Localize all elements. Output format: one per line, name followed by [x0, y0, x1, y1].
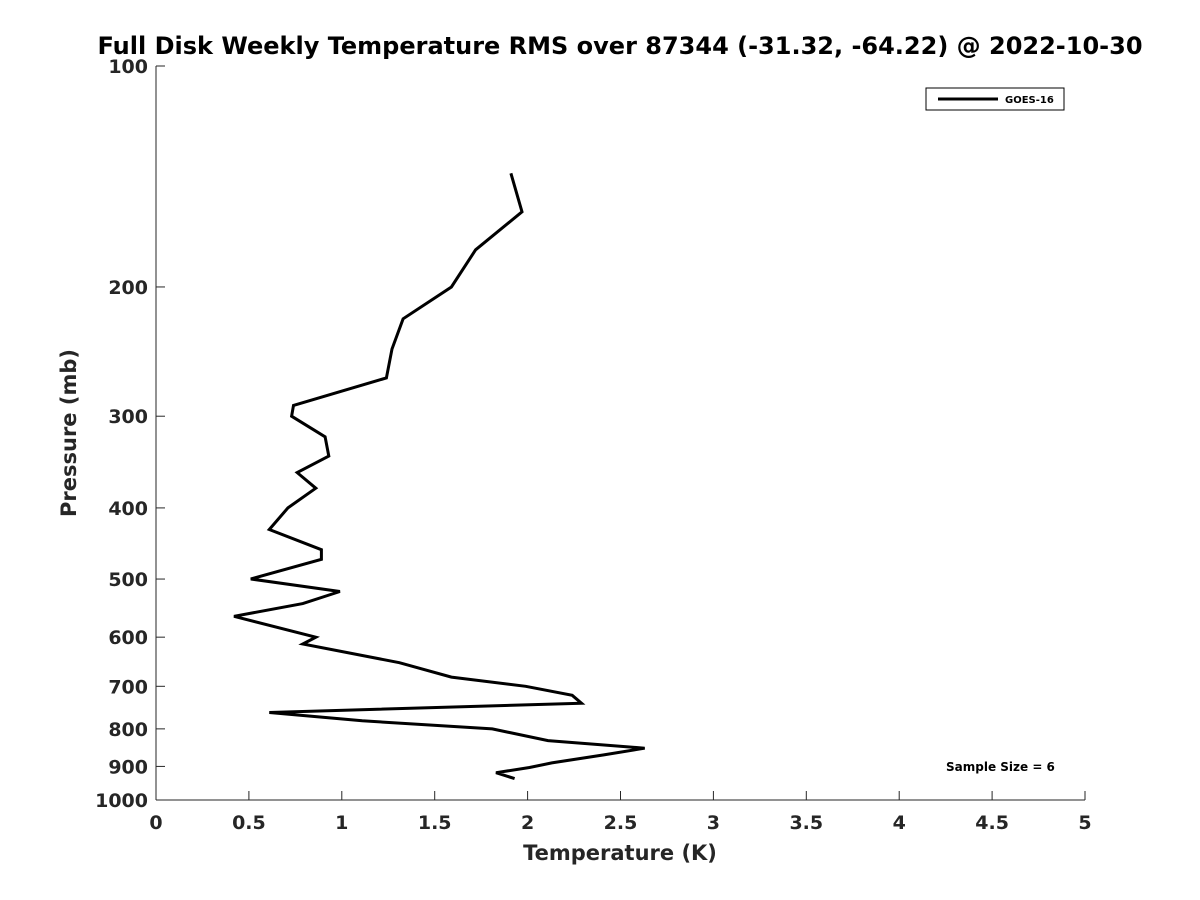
x-tick-label: 4	[893, 812, 906, 834]
y-tick-label: 400	[108, 498, 148, 520]
series-line-goes-16	[233, 172, 645, 781]
x-tick-label: 1.5	[418, 812, 452, 834]
x-ticks: 0 0.5 1 1.5 2 2.5 3 3.5 4 4.5 5	[149, 791, 1092, 834]
x-tick-label: 3	[707, 812, 720, 834]
x-tick-label: 0	[149, 812, 162, 834]
x-tick-label: 5	[1078, 812, 1091, 834]
y-tick-label: 700	[108, 676, 148, 698]
y-tick-label: 300	[108, 406, 148, 428]
y-axis-label: Pressure (mb)	[57, 349, 81, 517]
y-tick-label: 100	[108, 56, 148, 78]
y-tick-label: 1000	[95, 790, 148, 812]
y-tick-label: 800	[108, 719, 148, 741]
x-axis-label: Temperature (K)	[523, 841, 717, 865]
y-tick-label: 200	[108, 277, 148, 299]
axes	[155, 66, 1085, 801]
x-tick-label: 2.5	[604, 812, 638, 834]
x-tick-label: 1	[335, 812, 348, 834]
sample-size-annotation: Sample Size = 6	[946, 760, 1055, 774]
y-ticks: 100 200 300 400 500 600 700 800 900 1000	[95, 56, 165, 812]
chart-title: Full Disk Weekly Temperature RMS over 87…	[97, 32, 1142, 60]
legend-label: GOES-16	[1005, 95, 1054, 106]
x-tick-label: 2	[521, 812, 534, 834]
y-tick-label: 900	[108, 756, 148, 778]
x-tick-label: 4.5	[975, 812, 1009, 834]
series-layer	[233, 172, 645, 781]
x-tick-label: 0.5	[232, 812, 266, 834]
legend: GOES-16	[925, 87, 1065, 111]
x-tick-label: 3.5	[789, 812, 823, 834]
y-tick-label: 500	[108, 569, 148, 591]
y-tick-label: 600	[108, 627, 148, 649]
